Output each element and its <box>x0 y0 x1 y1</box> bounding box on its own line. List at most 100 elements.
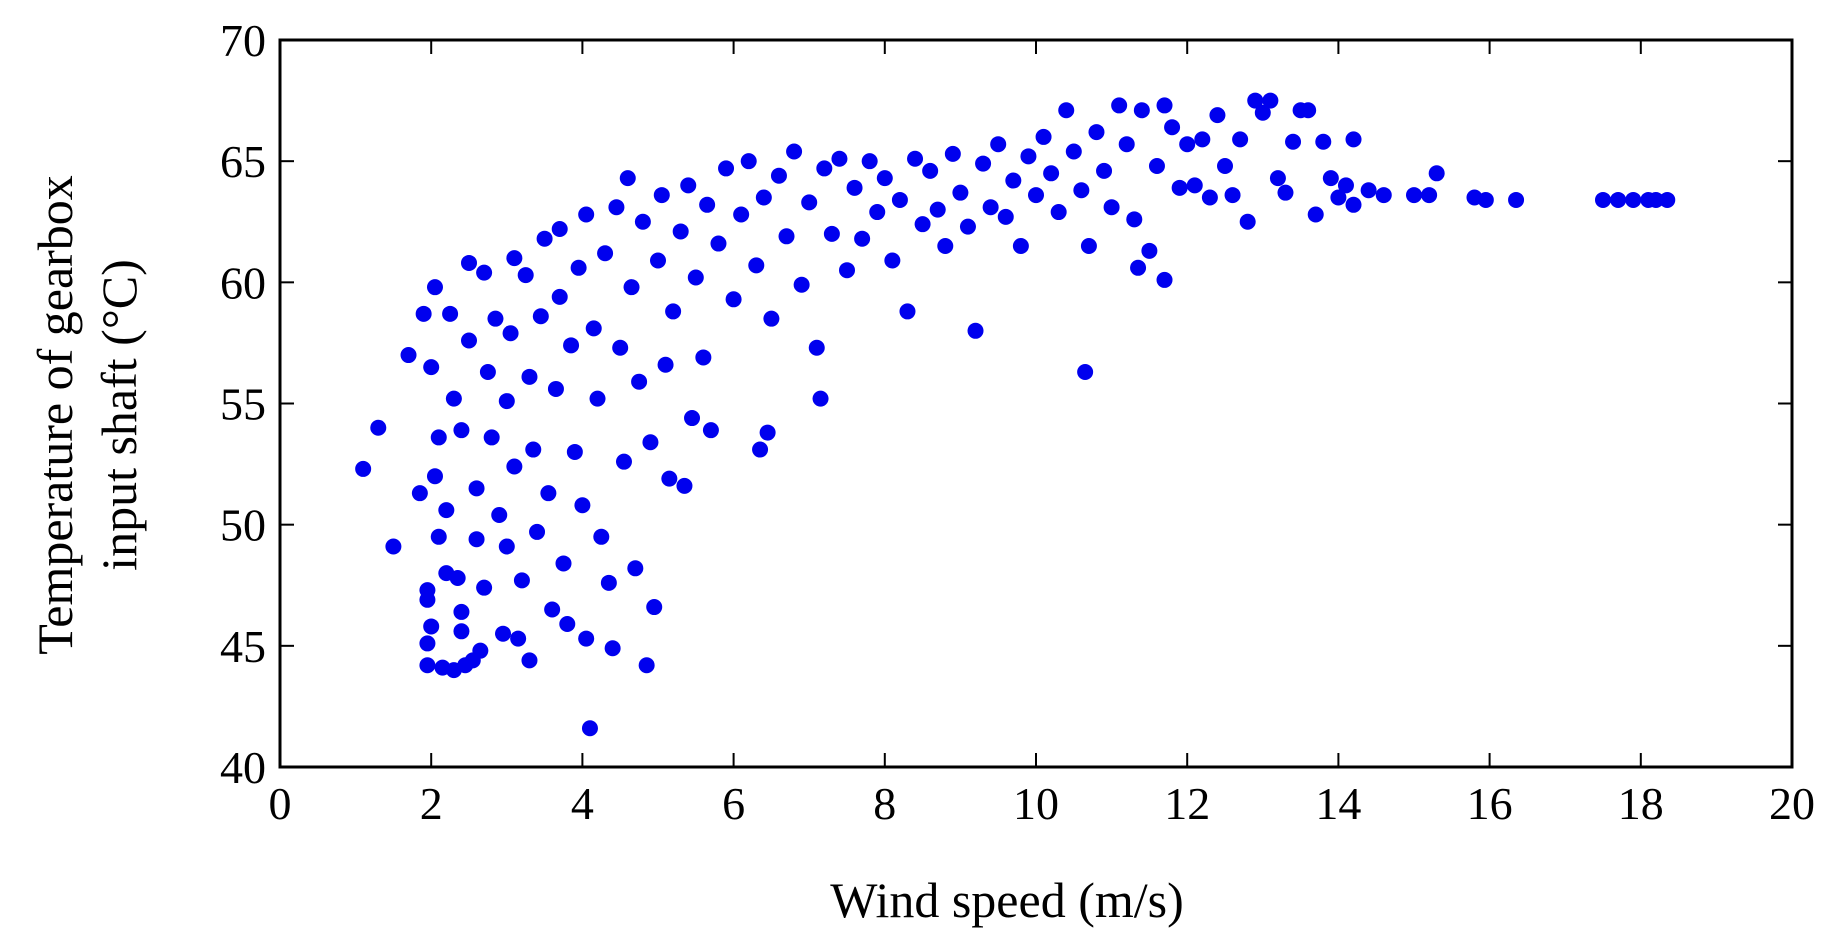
data-point <box>581 720 598 737</box>
data-point <box>680 177 697 194</box>
data-point <box>631 373 648 390</box>
data-point <box>619 170 636 187</box>
data-point <box>1428 165 1445 182</box>
data-point <box>786 143 803 160</box>
data-point <box>695 349 712 366</box>
data-point <box>578 630 595 647</box>
data-point <box>982 199 999 216</box>
data-point <box>1028 187 1044 204</box>
data-point <box>461 254 477 271</box>
data-point <box>1247 92 1264 109</box>
data-point <box>453 422 470 439</box>
data-point <box>1080 237 1097 254</box>
data-point <box>472 642 489 659</box>
data-point <box>657 356 674 373</box>
data-point <box>430 528 447 545</box>
data-point <box>506 250 523 267</box>
data-point <box>453 623 470 640</box>
data-point <box>937 237 954 254</box>
data-point <box>536 230 553 247</box>
data-point <box>869 204 886 221</box>
data-point <box>426 468 443 485</box>
data-point <box>468 480 485 497</box>
data-point <box>589 390 606 407</box>
data-point <box>521 368 538 385</box>
data-point <box>600 574 617 591</box>
data-point <box>1141 242 1158 259</box>
data-point <box>585 320 602 337</box>
data-point <box>861 153 878 170</box>
data-point <box>1239 213 1256 230</box>
data-point <box>1156 97 1173 114</box>
data-point <box>483 429 500 446</box>
x-tick-label: 14 <box>1315 778 1361 829</box>
data-point <box>733 206 750 223</box>
data-points <box>355 92 1676 737</box>
data-point <box>1020 148 1037 165</box>
data-point <box>1595 191 1611 208</box>
data-point <box>495 625 512 642</box>
data-point <box>1406 187 1422 204</box>
data-point <box>1005 172 1022 189</box>
data-point <box>1232 131 1249 148</box>
data-point <box>547 380 564 397</box>
x-tick-label: 8 <box>873 778 896 829</box>
data-point <box>929 201 946 218</box>
y-tick-label: 45 <box>220 621 266 672</box>
data-point <box>551 288 568 305</box>
x-axis-title: Wind speed (m/s) <box>830 872 1183 928</box>
data-point <box>952 184 969 201</box>
data-point <box>1118 136 1135 153</box>
data-point <box>415 305 432 322</box>
data-point <box>555 555 572 572</box>
data-point <box>1375 187 1392 204</box>
data-point <box>1360 182 1377 199</box>
data-point <box>476 264 493 281</box>
data-point <box>1096 162 1113 179</box>
data-point <box>1330 189 1347 206</box>
x-tick-label: 6 <box>722 778 745 829</box>
data-point <box>1043 165 1060 182</box>
data-point <box>665 303 682 320</box>
data-point <box>419 635 436 652</box>
data-point <box>944 145 961 162</box>
data-point <box>559 616 576 633</box>
data-point <box>442 305 459 322</box>
data-point <box>1179 136 1196 153</box>
data-point <box>612 339 629 356</box>
data-point <box>506 458 523 475</box>
data-point <box>752 441 769 458</box>
y-tick-label: 60 <box>220 257 266 308</box>
data-point <box>725 291 742 308</box>
data-point <box>839 262 855 279</box>
data-point <box>438 502 455 519</box>
data-point <box>544 601 561 618</box>
data-point <box>423 618 440 635</box>
data-point <box>1012 237 1029 254</box>
data-point <box>1477 191 1494 208</box>
data-point <box>684 410 701 427</box>
x-tick-label: 2 <box>420 778 443 829</box>
data-point <box>1111 97 1128 114</box>
data-point <box>1345 131 1362 148</box>
data-point <box>740 153 757 170</box>
data-point <box>1322 170 1339 187</box>
data-point <box>502 325 519 342</box>
data-point <box>718 160 735 177</box>
x-tick-label: 16 <box>1467 778 1513 829</box>
y-axis-title-line1: Temperature of gearbox <box>27 175 83 655</box>
data-point <box>1307 206 1324 223</box>
data-point <box>540 485 557 502</box>
data-point <box>650 252 666 269</box>
data-point <box>816 160 833 177</box>
data-point <box>755 189 772 206</box>
data-point <box>702 422 719 439</box>
data-point <box>476 579 493 596</box>
data-point <box>385 538 402 555</box>
data-point <box>623 279 640 296</box>
data-point <box>411 485 428 502</box>
data-point <box>823 225 840 242</box>
data-point <box>461 332 477 349</box>
data-point <box>634 213 651 230</box>
